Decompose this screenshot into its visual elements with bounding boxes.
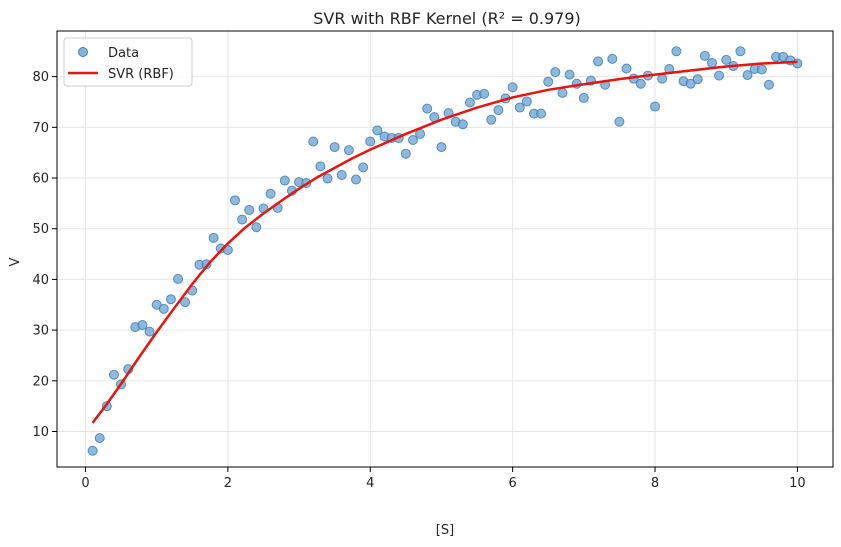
data-point bbox=[407, 135, 418, 145]
data-point bbox=[308, 136, 319, 147]
data-point bbox=[536, 108, 547, 119]
data-point bbox=[671, 46, 682, 57]
data-point bbox=[158, 303, 169, 314]
data-point bbox=[365, 136, 376, 147]
data-point bbox=[422, 103, 433, 114]
chart-title: SVR with RBF Kernel (R² = 0.979) bbox=[313, 9, 580, 28]
data-point bbox=[173, 273, 184, 284]
data-point bbox=[137, 320, 148, 331]
data-point bbox=[279, 175, 290, 186]
data-point bbox=[699, 50, 710, 61]
data-point bbox=[706, 57, 717, 68]
y-tick-label: 60 bbox=[32, 172, 49, 187]
x-tick-label: 8 bbox=[651, 476, 659, 491]
x-tick-label: 10 bbox=[789, 476, 806, 491]
data-point bbox=[336, 169, 347, 180]
data-point bbox=[351, 174, 362, 185]
data-point bbox=[329, 142, 340, 153]
data-point bbox=[208, 232, 219, 243]
x-tick-label: 6 bbox=[508, 476, 516, 491]
data-point bbox=[479, 88, 490, 99]
data-point bbox=[165, 294, 176, 305]
data-point bbox=[593, 56, 604, 67]
x-axis-label: [S] bbox=[436, 523, 454, 538]
data-point bbox=[108, 369, 119, 380]
data-point bbox=[180, 297, 191, 308]
data-point bbox=[756, 64, 767, 75]
data-point bbox=[464, 97, 475, 108]
data-point bbox=[400, 148, 411, 159]
data-point bbox=[493, 105, 504, 116]
data-point bbox=[144, 326, 155, 337]
data-point bbox=[265, 188, 276, 199]
data-point bbox=[372, 125, 383, 136]
y-axis-label: V bbox=[8, 257, 23, 266]
data-point bbox=[94, 433, 105, 444]
data-point bbox=[742, 70, 753, 81]
data-point bbox=[578, 92, 589, 103]
data-point bbox=[557, 87, 568, 98]
data-point bbox=[550, 67, 561, 78]
legend-label-data: Data bbox=[108, 46, 139, 61]
data-point bbox=[607, 53, 618, 64]
axis-ticks: 0 2 4 6 8 10 10 20 30 40 50 60 70 80 bbox=[32, 70, 805, 491]
data-point bbox=[763, 79, 774, 90]
y-tick-label: 50 bbox=[32, 222, 49, 237]
x-tick-label: 4 bbox=[366, 476, 374, 491]
data-point bbox=[222, 245, 233, 256]
data-point bbox=[315, 161, 326, 172]
data-point bbox=[343, 145, 354, 156]
data-point bbox=[657, 73, 668, 84]
data-point bbox=[436, 142, 447, 153]
data-point bbox=[251, 222, 262, 233]
data-point bbox=[564, 69, 575, 80]
data-point bbox=[457, 119, 468, 130]
data-point bbox=[358, 162, 369, 173]
y-tick-label: 40 bbox=[32, 273, 49, 288]
data-point bbox=[635, 78, 646, 89]
y-tick-label: 30 bbox=[32, 324, 49, 339]
x-tick-label: 0 bbox=[81, 476, 89, 491]
y-tick-label: 70 bbox=[32, 121, 49, 136]
legend-label-svr: SVR (RBF) bbox=[108, 67, 174, 82]
data-point bbox=[543, 76, 554, 87]
data-point bbox=[244, 204, 255, 215]
data-point bbox=[521, 96, 532, 107]
plot-area bbox=[87, 46, 803, 456]
data-point bbox=[650, 101, 661, 112]
y-tick-label: 80 bbox=[32, 70, 49, 85]
data-point bbox=[614, 116, 625, 127]
data-point bbox=[229, 195, 240, 206]
data-point bbox=[714, 70, 725, 81]
legend-marker-data bbox=[78, 47, 88, 57]
data-point bbox=[514, 102, 525, 113]
x-tick-label: 2 bbox=[224, 476, 232, 491]
data-point bbox=[87, 445, 98, 456]
data-point bbox=[792, 58, 803, 69]
svr-fit-line bbox=[91, 60, 798, 424]
y-tick-label: 20 bbox=[32, 374, 49, 389]
data-point bbox=[322, 173, 333, 184]
data-point bbox=[692, 74, 703, 85]
data-point bbox=[685, 78, 696, 89]
data-point bbox=[735, 46, 746, 57]
data-point bbox=[621, 63, 632, 74]
data-point bbox=[237, 214, 248, 225]
data-point bbox=[507, 82, 518, 93]
y-tick-label: 10 bbox=[32, 425, 49, 440]
grid bbox=[57, 31, 833, 467]
legend: Data SVR (RBF) bbox=[63, 37, 193, 87]
data-point bbox=[486, 114, 497, 125]
plot-frame bbox=[56, 30, 834, 468]
data-point bbox=[721, 54, 732, 65]
